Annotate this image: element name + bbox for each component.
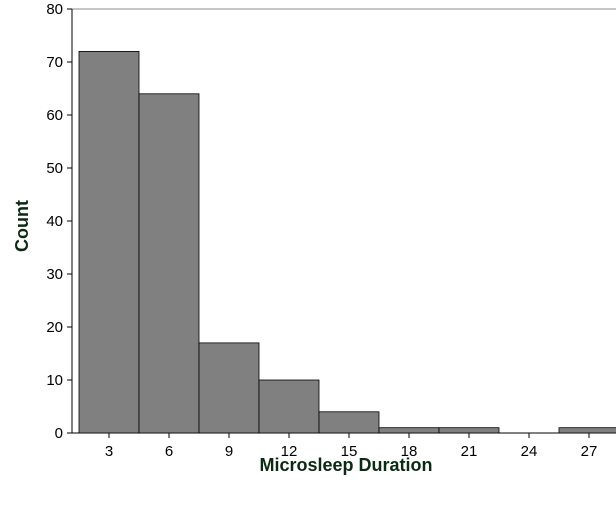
bar-18 [378,427,440,434]
bar-9 [198,342,260,434]
x-tick-label-27: 27 [581,443,598,460]
x-tick-label-12: 12 [281,443,298,460]
x-tick-label-21: 21 [461,443,478,460]
x-tick-label-3: 3 [105,443,113,460]
bar-3 [78,51,140,434]
bar-15 [318,411,380,434]
bar-12 [258,379,320,434]
y-tick-label-80: 80 [46,1,63,18]
x-tick-label-24: 24 [521,443,538,460]
bars-group [78,51,616,434]
x-ticks-group: 3 6 9 12 15 18 21 24 27 [105,433,598,460]
y-tick-label-20: 20 [46,319,63,336]
y-tick-label-10: 10 [46,372,63,389]
y-tick-label-30: 30 [46,266,63,283]
y-axis-title: Count [12,200,32,252]
y-tick-label-70: 70 [46,54,63,71]
y-tick-label-0: 0 [55,425,63,442]
x-axis-title: Microsleep Duration [259,455,432,475]
bar-21 [438,427,500,434]
x-tick-label-9: 9 [225,443,233,460]
y-ticks-group: 0 10 20 30 40 50 60 70 80 [46,1,72,442]
x-tick-label-18: 18 [401,443,418,460]
x-tick-label-15: 15 [341,443,358,460]
bar-27 [558,427,616,434]
y-tick-label-50: 50 [46,160,63,177]
y-tick-label-40: 40 [46,213,63,230]
y-tick-label-60: 60 [46,107,63,124]
bar-6 [138,93,200,434]
x-tick-label-6: 6 [165,443,173,460]
